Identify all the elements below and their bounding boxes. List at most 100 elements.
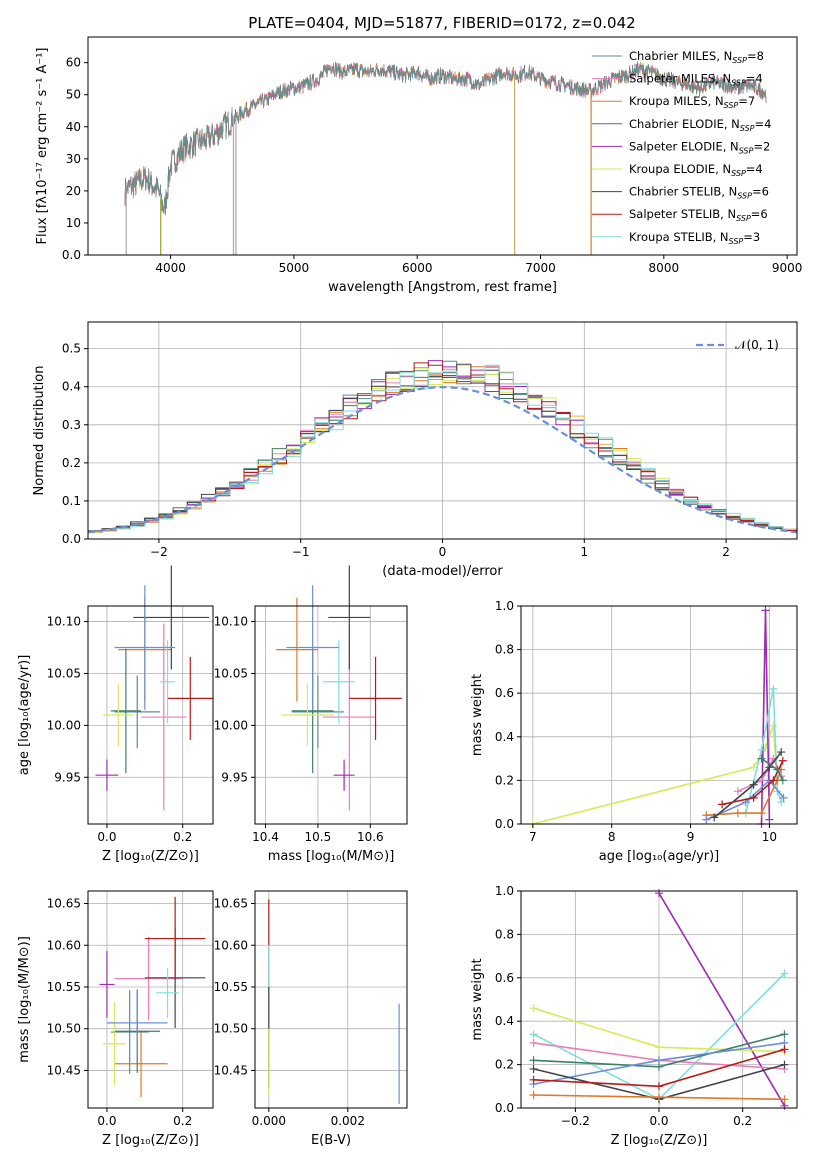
x-tick-label: 0.2 xyxy=(173,830,192,844)
y-tick-label: 0.4 xyxy=(495,730,514,744)
y-tick-label: 0.0 xyxy=(495,817,514,831)
weight-line xyxy=(705,779,785,821)
y-tick-label: 0.0 xyxy=(62,532,81,546)
y-tick-label: 0.2 xyxy=(62,456,81,470)
normal-curve xyxy=(87,385,798,534)
y-tick-label: 10.10 xyxy=(214,615,248,629)
weight-marker xyxy=(757,809,766,818)
weight-marker xyxy=(757,754,766,763)
x-tick-label: 7 xyxy=(529,830,537,844)
y-tick-label: 0.6 xyxy=(495,971,514,985)
panel-residuals: −2 −1 0 1 2 0.0 0.1 0.2 0.3 0.4 0.5 (data-model)/er… xyxy=(32,321,798,579)
x-tick-label: 8 xyxy=(608,830,616,844)
y-tick-label: 10.60 xyxy=(214,938,248,952)
legend-label: Chabrier STELIB, NSSP=6 xyxy=(629,185,769,201)
y-tick-label: 0.6 xyxy=(495,686,514,700)
x-axis-label: mass [log₁₀(M/M⊙)] xyxy=(268,849,395,864)
x-tick-label: 0 xyxy=(439,545,447,559)
weight-marker xyxy=(778,756,787,765)
panel-massweight-vs-age: 7 8 9 10 0.0 0.2 0.4 0.6 0.8 1.0 age [log₁₀(age/yr… xyxy=(470,599,798,864)
legend-label: 𝒩(0, 1) xyxy=(735,338,779,352)
x-tick-label: 0.2 xyxy=(173,1114,192,1128)
y-tick-label: 10.65 xyxy=(47,897,81,911)
x-tick-label: 2 xyxy=(722,545,730,559)
y-tick-label: 0.1 xyxy=(62,494,81,508)
y-tick-label: 50 xyxy=(66,88,81,102)
x-axis-label: Z [log₁₀(Z/Z⊙)] xyxy=(611,1133,708,1148)
y-tick-label: 10.05 xyxy=(47,666,81,680)
y-tick-label: 0.2 xyxy=(495,1058,514,1072)
y-axis-label: Normed distribution xyxy=(32,366,47,496)
weight-marker xyxy=(780,1095,789,1104)
y-tick-label: 60 xyxy=(66,56,81,70)
panel-mass-vs-Z: 0.0 0.2 10.45 10.50 10.55 10.60 10.65 Z [log₁₀(… xyxy=(17,890,214,1148)
x-axis-label: Z [log₁₀(Z/Z⊙)] xyxy=(102,849,199,864)
y-axis-label: Flux [fλ10⁻¹⁷ erg cm⁻² s⁻¹ A⁻¹] xyxy=(35,48,50,245)
x-tick-label: 0.0 xyxy=(97,1114,116,1128)
axes-frame xyxy=(87,605,214,825)
y-tick-label: 10 xyxy=(66,216,81,230)
weight-marker xyxy=(655,1043,663,1052)
y-tick-label: 10.55 xyxy=(214,980,248,994)
legend-label: Salpeter MILES, NSSP=4 xyxy=(629,72,763,88)
x-tick-label: 5000 xyxy=(279,261,310,275)
panel-age-vs-Z: 0.0 0.2 9.95 10.00 10.05 10.10 Z [log₁₀(Z/Z⊙)]… xyxy=(17,565,214,864)
y-tick-label: 10.00 xyxy=(47,718,81,732)
weight-marker xyxy=(780,969,789,978)
y-tick-label: 20 xyxy=(66,184,81,198)
legend-label: Chabrier ELODIE, NSSP=4 xyxy=(629,117,771,133)
x-tick-label: −2 xyxy=(150,545,168,559)
weight-marker xyxy=(749,780,758,789)
x-tick-label: 0.0 xyxy=(649,1114,668,1128)
y-tick-label: 10.45 xyxy=(214,1063,248,1077)
y-tick-label: 10.00 xyxy=(214,718,248,732)
x-tick-label: 0.2 xyxy=(733,1114,752,1128)
axes-frame xyxy=(254,890,408,1109)
weight-marker xyxy=(778,776,787,785)
legend-label: Kroupa STELIB, NSSP=3 xyxy=(629,230,760,246)
y-tick-label: 10.50 xyxy=(214,1022,248,1036)
weight-marker xyxy=(710,813,719,822)
y-tick-label: 0.5 xyxy=(62,342,81,356)
figure-title: PLATE=0404, MJD=51877, FIBERID=0172, z=0… xyxy=(248,14,635,32)
weight-marker xyxy=(769,776,778,785)
y-tick-label: 30 xyxy=(66,152,81,166)
weight-marker xyxy=(769,684,778,693)
y-tick-label: 0.3 xyxy=(62,418,81,432)
y-tick-label: 0.4 xyxy=(495,1014,514,1028)
x-tick-label: 8000 xyxy=(649,261,680,275)
axes-frame xyxy=(87,36,798,256)
x-tick-label: 10.5 xyxy=(305,830,332,844)
weight-marker xyxy=(529,1075,538,1084)
y-tick-label: 1.0 xyxy=(495,884,514,898)
y-tick-label: 40 xyxy=(66,120,81,134)
panel-age-vs-mass: 10.4 10.5 10.6 9.95 10.00 10.05 10.10 mass [log… xyxy=(214,565,408,864)
weight-marker xyxy=(757,776,766,785)
x-tick-label: 1 xyxy=(580,545,588,559)
weight-marker xyxy=(529,1056,538,1065)
weight-marker xyxy=(718,800,727,809)
y-tick-label: 9.95 xyxy=(221,770,248,784)
y-axis-label: mass [log₁₀(M/M⊙)] xyxy=(17,936,32,1063)
y-tick-label: 0.8 xyxy=(495,643,514,657)
x-tick-label: −0.2 xyxy=(561,1114,590,1128)
y-tick-label: 10.65 xyxy=(214,897,248,911)
panel-mass-vs-EBV: 0.000 0.002 10.45 10.50 10.55 10.60 10.65 E(B-V… xyxy=(214,890,408,1148)
y-tick-label: 10.50 xyxy=(47,1022,81,1036)
x-tick-label: 10.4 xyxy=(252,830,279,844)
weight-marker xyxy=(769,721,778,730)
plot-background xyxy=(255,891,407,1108)
weight-marker xyxy=(777,748,786,757)
histogram-step xyxy=(88,363,797,532)
y-tick-label: 0.0 xyxy=(495,1101,514,1115)
x-tick-label: 7000 xyxy=(525,261,556,275)
weight-marker xyxy=(529,1004,538,1013)
spectrum-line xyxy=(124,62,767,213)
weight-marker xyxy=(779,793,788,802)
weight-marker xyxy=(777,798,786,807)
weight-marker xyxy=(780,1045,789,1054)
y-tick-label: 0.8 xyxy=(495,927,514,941)
y-tick-label: 10.10 xyxy=(47,615,81,629)
weight-marker xyxy=(780,1030,789,1039)
